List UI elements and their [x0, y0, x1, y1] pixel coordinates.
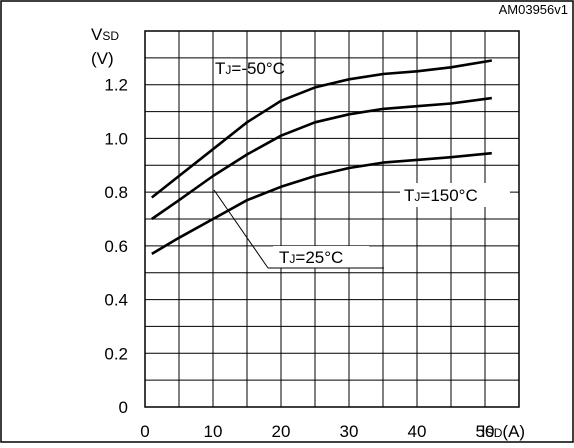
y-axis-symbol: VSD	[91, 25, 119, 44]
annotation-tj-150: TJ=150°C	[404, 186, 478, 205]
x-tick-label: 10	[204, 422, 223, 441]
y-axis-unit: (V)	[91, 49, 114, 68]
x-tick-label: 0	[140, 422, 149, 441]
y-tick-label: 0.6	[104, 237, 128, 256]
y-tick-label: 1.0	[104, 129, 128, 148]
series-line-2	[151, 151, 492, 256]
y-tick-label: 1.2	[104, 76, 128, 95]
x-tick-label: 30	[340, 422, 359, 441]
x-axis-title: ISD(A)	[481, 422, 525, 441]
y-tick-label: 0	[119, 398, 128, 417]
x-tick-label: 50	[476, 422, 495, 441]
series-line-0	[150, 59, 493, 199]
annotation-tj-150-backdrop	[400, 183, 510, 207]
y-tick-label: 0.4	[104, 291, 128, 310]
doc-id: AM03956v1	[499, 2, 568, 17]
annotation-tj-25: TJ=25°C	[279, 248, 343, 267]
y-tick-label: 0.8	[104, 183, 128, 202]
annotation-tj-25-backdrop	[273, 246, 369, 268]
annotation-tj-25-leader	[213, 189, 269, 269]
y-tick-label: 0.2	[104, 344, 128, 363]
series-line-1	[151, 96, 492, 221]
x-tick-label: 20	[272, 422, 291, 441]
x-tick-label: 40	[408, 422, 427, 441]
annotation-tj-minus50: TJ=-50°C	[215, 59, 285, 78]
